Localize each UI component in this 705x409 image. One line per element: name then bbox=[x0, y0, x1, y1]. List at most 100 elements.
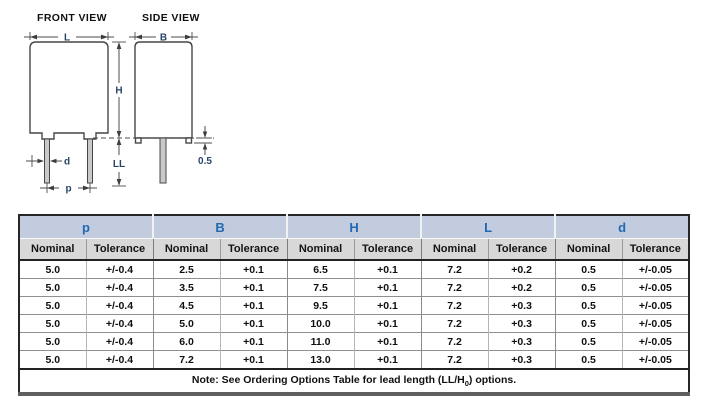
dimensions-table-wrap: p B H L d Nominal Tolerance Nominal Tole… bbox=[18, 214, 691, 396]
table-note: Note: See Ordering Options Table for lea… bbox=[19, 368, 690, 394]
dim-label-p: p bbox=[65, 184, 71, 195]
table-cell: +/-0.4 bbox=[85, 314, 154, 333]
dim-label-LL: LL bbox=[113, 159, 125, 170]
table-cell: +/-0.4 bbox=[85, 259, 154, 279]
table-row: 5.0 +/-0.4 2.5 +0.1 6.5 +0.1 7.2 +0.2 0.5 +/-0.05 bbox=[19, 259, 690, 279]
table-cell: 0.5 bbox=[554, 259, 623, 279]
table-cell: 5.0 bbox=[19, 314, 86, 333]
dimension-lines bbox=[24, 32, 214, 193]
group-header-p: p bbox=[19, 215, 154, 239]
table-cell: +/-0.4 bbox=[85, 350, 154, 369]
table-cell: 7.2 bbox=[420, 350, 489, 369]
table-row: 5.0 +/-0.4 7.2 +0.1 13.0 +0.1 7.2 +0.3 0.5 +/-0.0… bbox=[19, 350, 690, 369]
table-cell: +/-0.4 bbox=[85, 296, 154, 315]
subheader-tolerance: Tolerance bbox=[219, 238, 288, 260]
table-cell: +/-0.05 bbox=[621, 332, 690, 351]
table-cell: 0.5 bbox=[554, 278, 623, 297]
subheader-tolerance: Tolerance bbox=[621, 238, 690, 260]
table-cell: 5.0 bbox=[19, 296, 86, 315]
table-cell: +/-0.05 bbox=[621, 350, 690, 369]
table-cell: +0.1 bbox=[353, 278, 422, 297]
subheader-nominal: Nominal bbox=[554, 238, 623, 260]
table-cell: 5.0 bbox=[19, 278, 86, 297]
table-cell: +0.1 bbox=[353, 350, 422, 369]
table-cell: 5.0 bbox=[19, 332, 86, 351]
table-cell: +0.1 bbox=[353, 296, 422, 315]
group-header-H: H bbox=[286, 215, 422, 239]
side-view-body bbox=[134, 41, 193, 139]
table-cell: +0.2 bbox=[487, 259, 556, 279]
table-cell: 5.0 bbox=[19, 350, 86, 369]
table-cell: +0.2 bbox=[487, 278, 556, 297]
table-row: 5.0 +/-0.4 4.5 +0.1 9.5 +0.1 7.2 +0.3 0.5 +/-0.05 bbox=[19, 296, 690, 315]
table-cell: 6.0 bbox=[152, 332, 221, 351]
dim-label-B: B bbox=[160, 33, 167, 44]
group-header-d: d bbox=[554, 215, 690, 239]
table-cell: +/-0.05 bbox=[621, 259, 690, 279]
table-cell: 4.5 bbox=[152, 296, 221, 315]
table-cell: +0.3 bbox=[487, 350, 556, 369]
table-cell: +0.1 bbox=[219, 350, 288, 369]
table-cell: 5.0 bbox=[152, 314, 221, 333]
table-cell: +0.1 bbox=[219, 332, 288, 351]
table-cell: 0.5 bbox=[554, 350, 623, 369]
table-cell: +0.1 bbox=[219, 259, 288, 279]
dim-label-d: d bbox=[64, 157, 70, 168]
table-cell: 6.5 bbox=[286, 259, 355, 279]
table-cell: +/-0.05 bbox=[621, 296, 690, 315]
front-lead-left bbox=[44, 138, 50, 184]
table-cell: 7.2 bbox=[420, 314, 489, 333]
table-cell: 0.5 bbox=[554, 332, 623, 351]
dimension-diagram: FRONT VIEW SIDE VIEW bbox=[24, 12, 214, 195]
table-cell: +/-0.4 bbox=[85, 278, 154, 297]
table-cell: +/-0.4 bbox=[85, 332, 154, 351]
table-cell: 7.5 bbox=[286, 278, 355, 297]
note-text: ) options. bbox=[468, 373, 517, 386]
note-subscript: 0 bbox=[464, 379, 469, 389]
group-header-L: L bbox=[420, 215, 556, 239]
table-row: 5.0 +/-0.4 5.0 +0.1 10.0 +0.1 7.2 +0.3 0.5 +/-0.0… bbox=[19, 314, 690, 333]
table-cell: +0.1 bbox=[353, 332, 422, 351]
note-text: Note: See Ordering Options Table for lea… bbox=[191, 373, 465, 386]
table-cell: +0.1 bbox=[219, 296, 288, 315]
note-row: Note: See Ordering Options Table for lea… bbox=[19, 368, 690, 394]
table-cell: 13.0 bbox=[286, 350, 355, 369]
front-view-body bbox=[29, 41, 109, 140]
table-cell: +0.1 bbox=[219, 278, 288, 297]
table-cell: 7.2 bbox=[420, 278, 489, 297]
table-cell: 7.2 bbox=[420, 332, 489, 351]
table-cell: 7.2 bbox=[420, 259, 489, 279]
subheader-nominal: Nominal bbox=[19, 238, 86, 260]
dim-label-H: H bbox=[115, 86, 122, 97]
dim-label-foot-height: 0.5 bbox=[198, 156, 212, 167]
table-cell: +0.1 bbox=[353, 314, 422, 333]
front-view-title: FRONT VIEW bbox=[37, 12, 107, 24]
table-cell: 9.5 bbox=[286, 296, 355, 315]
subheader-nominal: Nominal bbox=[152, 238, 221, 260]
side-foot-left bbox=[134, 137, 142, 144]
sub-header-row: Nominal Tolerance Nominal Tolerance Nomi… bbox=[19, 238, 690, 260]
group-header-B: B bbox=[152, 215, 288, 239]
table-cell: 3.5 bbox=[152, 278, 221, 297]
subheader-tolerance: Tolerance bbox=[487, 238, 556, 260]
dimensions-table: p B H L d Nominal Tolerance Nominal Tole… bbox=[18, 214, 691, 396]
table-cell: +0.3 bbox=[487, 314, 556, 333]
table-cell: 5.0 bbox=[19, 259, 86, 279]
table-cell: 2.5 bbox=[152, 259, 221, 279]
subheader-tolerance: Tolerance bbox=[353, 238, 422, 260]
dim-label-L: L bbox=[64, 33, 70, 44]
table-cell: 11.0 bbox=[286, 332, 355, 351]
table-cell: +/-0.05 bbox=[621, 278, 690, 297]
table-cell: 7.2 bbox=[152, 350, 221, 369]
front-lead-right bbox=[87, 138, 93, 184]
table-row: 5.0 +/-0.4 3.5 +0.1 7.5 +0.1 7.2 +0.2 0.5 +/-0.05 bbox=[19, 278, 690, 297]
table-row: 5.0 +/-0.4 6.0 +0.1 11.0 +0.1 7.2 +0.3 0.5 +/-0.0… bbox=[19, 332, 690, 351]
table-cell: +/-0.05 bbox=[621, 314, 690, 333]
side-view-title: SIDE VIEW bbox=[142, 12, 200, 24]
table-cell: 0.5 bbox=[554, 314, 623, 333]
table-cell: +0.1 bbox=[219, 314, 288, 333]
subheader-nominal: Nominal bbox=[286, 238, 355, 260]
side-lead bbox=[159, 137, 167, 184]
side-foot-right bbox=[185, 137, 193, 144]
table-cell: +0.3 bbox=[487, 296, 556, 315]
